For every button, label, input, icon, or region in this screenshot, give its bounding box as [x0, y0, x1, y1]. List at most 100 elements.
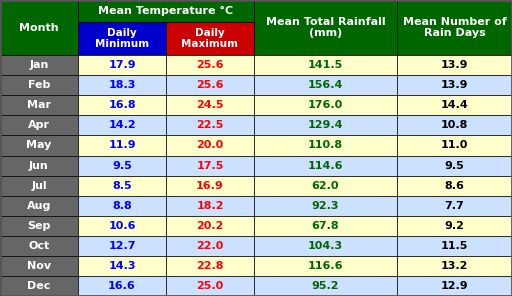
- Text: Sep: Sep: [27, 221, 51, 231]
- Bar: [166, 55, 254, 75]
- Text: 20.2: 20.2: [196, 221, 224, 231]
- Bar: [254, 155, 397, 176]
- Text: Jul: Jul: [31, 181, 47, 191]
- Text: 8.6: 8.6: [444, 181, 464, 191]
- Bar: [0, 216, 78, 236]
- Bar: [0, 75, 78, 95]
- Bar: [166, 236, 254, 256]
- Bar: [78, 22, 166, 55]
- Text: 67.8: 67.8: [312, 221, 339, 231]
- Bar: [397, 176, 512, 196]
- Bar: [254, 136, 397, 155]
- Text: Apr: Apr: [28, 120, 50, 131]
- Text: Jun: Jun: [29, 160, 49, 170]
- Text: 141.5: 141.5: [308, 60, 343, 70]
- Text: 17.9: 17.9: [108, 60, 136, 70]
- Text: Dec: Dec: [27, 281, 51, 291]
- Text: 95.2: 95.2: [312, 281, 339, 291]
- Text: 10.6: 10.6: [108, 221, 136, 231]
- Text: 110.8: 110.8: [308, 141, 343, 150]
- Text: Month: Month: [19, 22, 59, 33]
- Bar: [78, 0, 254, 22]
- Text: 11.0: 11.0: [441, 141, 468, 150]
- Text: 22.5: 22.5: [196, 120, 224, 131]
- Text: Mean Total Rainfall
(mm): Mean Total Rainfall (mm): [266, 17, 386, 38]
- Text: 8.8: 8.8: [112, 201, 132, 211]
- Bar: [0, 196, 78, 216]
- Text: Aug: Aug: [27, 201, 51, 211]
- Text: Daily
Minimum: Daily Minimum: [95, 28, 149, 49]
- Bar: [0, 276, 78, 296]
- Bar: [397, 55, 512, 75]
- Text: 11.5: 11.5: [441, 241, 468, 251]
- Bar: [166, 196, 254, 216]
- Bar: [0, 155, 78, 176]
- Text: Nov: Nov: [27, 261, 51, 271]
- Text: 16.6: 16.6: [108, 281, 136, 291]
- Bar: [166, 276, 254, 296]
- Text: Daily
Maximum: Daily Maximum: [181, 28, 239, 49]
- Bar: [78, 95, 166, 115]
- Text: 13.2: 13.2: [441, 261, 468, 271]
- Bar: [254, 196, 397, 216]
- Bar: [78, 196, 166, 216]
- Text: 24.5: 24.5: [196, 100, 224, 110]
- Bar: [0, 256, 78, 276]
- Text: 14.4: 14.4: [441, 100, 468, 110]
- Bar: [78, 136, 166, 155]
- Text: 7.7: 7.7: [444, 201, 464, 211]
- Bar: [166, 115, 254, 136]
- Text: Mean Number of
Rain Days: Mean Number of Rain Days: [402, 17, 506, 38]
- Text: 13.9: 13.9: [441, 60, 468, 70]
- Bar: [254, 75, 397, 95]
- Bar: [254, 236, 397, 256]
- Text: 114.6: 114.6: [308, 160, 343, 170]
- Bar: [254, 176, 397, 196]
- Bar: [254, 55, 397, 75]
- Text: 18.2: 18.2: [196, 201, 224, 211]
- Bar: [397, 95, 512, 115]
- Bar: [254, 115, 397, 136]
- Bar: [0, 136, 78, 155]
- Text: 62.0: 62.0: [312, 181, 339, 191]
- Text: 14.2: 14.2: [108, 120, 136, 131]
- Bar: [0, 236, 78, 256]
- Bar: [397, 136, 512, 155]
- Bar: [254, 95, 397, 115]
- Text: 12.7: 12.7: [108, 241, 136, 251]
- Bar: [166, 216, 254, 236]
- Text: 16.9: 16.9: [196, 181, 224, 191]
- Text: Mar: Mar: [27, 100, 51, 110]
- Text: Feb: Feb: [28, 80, 50, 90]
- Text: 25.6: 25.6: [196, 60, 224, 70]
- Bar: [78, 256, 166, 276]
- Bar: [78, 55, 166, 75]
- Text: 116.6: 116.6: [308, 261, 343, 271]
- Text: 16.8: 16.8: [108, 100, 136, 110]
- Text: 25.6: 25.6: [196, 80, 224, 90]
- Text: 22.8: 22.8: [196, 261, 224, 271]
- Bar: [166, 75, 254, 95]
- Bar: [254, 0, 397, 55]
- Bar: [397, 236, 512, 256]
- Bar: [0, 95, 78, 115]
- Bar: [0, 176, 78, 196]
- Bar: [0, 55, 78, 75]
- Bar: [78, 155, 166, 176]
- Text: 11.9: 11.9: [108, 141, 136, 150]
- Bar: [78, 216, 166, 236]
- Bar: [78, 236, 166, 256]
- Bar: [0, 115, 78, 136]
- Bar: [78, 115, 166, 136]
- Bar: [78, 176, 166, 196]
- Bar: [166, 176, 254, 196]
- Text: 17.5: 17.5: [196, 160, 224, 170]
- Bar: [397, 256, 512, 276]
- Text: 129.4: 129.4: [308, 120, 343, 131]
- Bar: [166, 22, 254, 55]
- Text: 8.5: 8.5: [112, 181, 132, 191]
- Text: 9.5: 9.5: [112, 160, 132, 170]
- Text: 14.3: 14.3: [108, 261, 136, 271]
- Bar: [254, 256, 397, 276]
- Bar: [254, 216, 397, 236]
